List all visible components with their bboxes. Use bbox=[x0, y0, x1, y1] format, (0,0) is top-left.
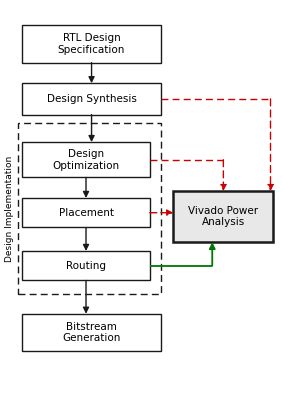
Text: Placement: Placement bbox=[59, 208, 113, 218]
Bar bbox=[18, 123, 161, 295]
Text: Bitstream
Generation: Bitstream Generation bbox=[62, 322, 121, 343]
Bar bbox=[173, 191, 273, 242]
Bar bbox=[22, 314, 161, 351]
Bar bbox=[22, 251, 150, 281]
Text: Design Synthesis: Design Synthesis bbox=[47, 94, 136, 104]
Bar bbox=[22, 25, 161, 62]
Text: Design
Optimization: Design Optimization bbox=[52, 149, 120, 171]
Text: Vivado Power
Analysis: Vivado Power Analysis bbox=[188, 206, 258, 228]
Bar bbox=[22, 198, 150, 227]
Text: RTL Design
Specification: RTL Design Specification bbox=[58, 33, 125, 55]
Text: Routing: Routing bbox=[66, 261, 106, 271]
Bar bbox=[22, 83, 161, 115]
Bar bbox=[22, 142, 150, 178]
Text: Design Implementation: Design Implementation bbox=[5, 156, 14, 262]
